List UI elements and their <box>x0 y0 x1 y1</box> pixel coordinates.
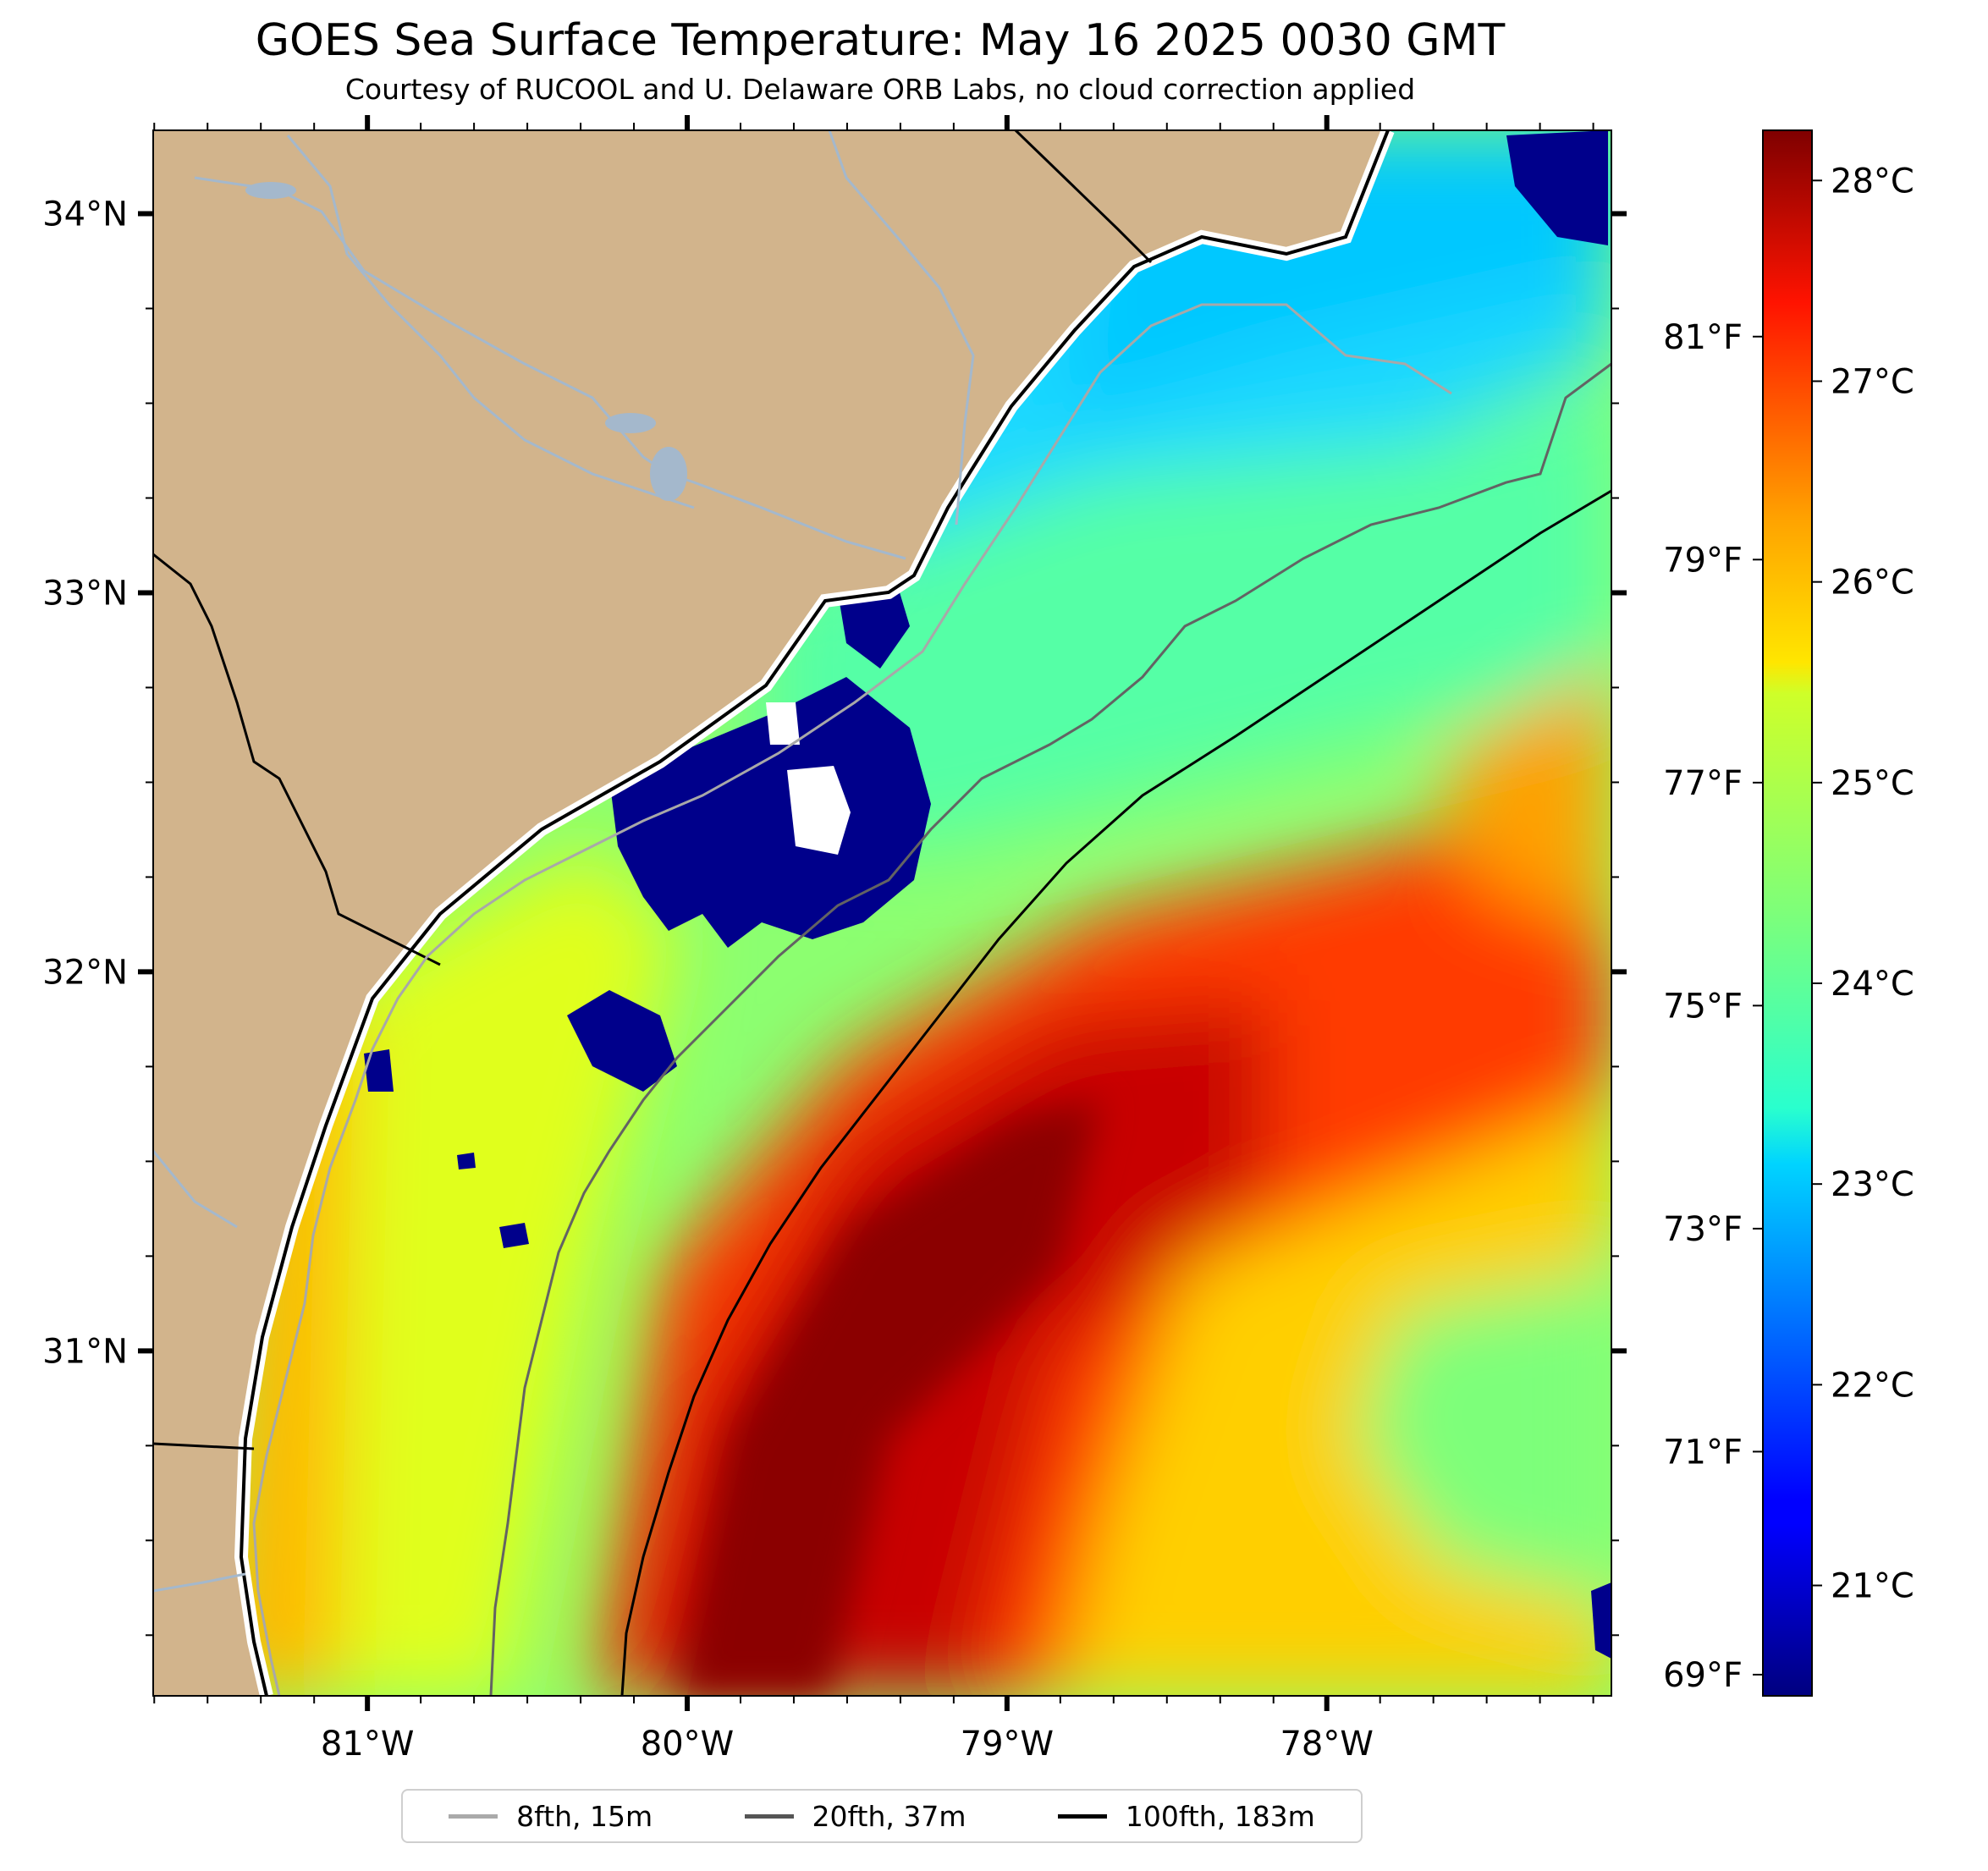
lat-tick-label: 32°N <box>42 953 128 992</box>
map-title: GOES Sea Surface Temperature: May 16 202… <box>255 15 1506 66</box>
longitude-ticks: 81°W 80°W 79°W 78°W <box>153 115 1594 1764</box>
isobath-20fth <box>489 362 1611 1696</box>
map-frame <box>152 129 1612 1697</box>
legend-label-8fth: 8fth, 15m <box>516 1799 653 1833</box>
legend-item-8fth: 8fth, 15m <box>449 1800 653 1833</box>
fahrenheit-ticks: 69°F 71°F 73°F 75°F 77°F 79°F 81°F <box>1663 318 1763 1695</box>
celsius-tick-label: 24°C <box>1831 965 1914 1004</box>
map-plot-area <box>153 130 1611 1696</box>
state-borders <box>153 130 1153 1450</box>
legend-item-100fth: 100fth, 183m <box>1057 1799 1315 1833</box>
coastline <box>239 130 1390 1696</box>
legend-item-20fth: 20fth, 37m <box>744 1799 966 1833</box>
fahrenheit-tick-label: 73°F <box>1663 1210 1743 1249</box>
land-mass <box>153 130 1388 1696</box>
legend-label-20fth: 20fth, 37m <box>812 1799 966 1833</box>
rivers <box>153 130 975 1593</box>
celsius-tick-label: 27°C <box>1831 362 1914 401</box>
isobath-legend: 8fth, 15m 20fth, 37m 100fth, 183m <box>401 1789 1363 1843</box>
legend-label-100fth: 100fth, 183m <box>1125 1799 1315 1833</box>
isobath-8fth <box>252 303 1452 1696</box>
legend-swatch-8fth <box>449 1813 498 1819</box>
lon-tick-label: 81°W <box>321 1725 414 1764</box>
lon-tick-label: 78°W <box>1280 1725 1373 1764</box>
celsius-tick-label: 26°C <box>1831 564 1914 603</box>
map-subtitle: Courtesy of RUCOOL and U. Delaware ORB L… <box>344 73 1416 106</box>
lat-tick-label: 33°N <box>42 574 128 613</box>
fahrenheit-tick-label: 75°F <box>1663 987 1743 1026</box>
fahrenheit-tick-label: 69°F <box>1663 1656 1743 1695</box>
celsius-tick-label: 23°C <box>1831 1165 1914 1204</box>
nodata-patches <box>766 702 851 855</box>
celsius-tick-label: 22°C <box>1831 1366 1914 1405</box>
lon-tick-label: 80°W <box>641 1725 734 1764</box>
lat-tick-label: 34°N <box>42 195 128 234</box>
legend-swatch-100fth <box>1057 1813 1107 1819</box>
lakes <box>245 182 687 501</box>
celsius-tick-label: 25°C <box>1831 764 1914 803</box>
fahrenheit-tick-label: 77°F <box>1663 764 1743 803</box>
lon-tick-label: 79°W <box>961 1725 1054 1764</box>
fahrenheit-tick-label: 81°F <box>1663 318 1743 357</box>
legend-swatch-20fth <box>744 1813 794 1819</box>
isobath-100fth <box>620 489 1611 1696</box>
celsius-tick-label: 28°C <box>1831 162 1914 201</box>
fahrenheit-tick-label: 71°F <box>1663 1433 1743 1472</box>
latitude-ticks: 34°N 33°N 32°N 31°N <box>42 195 1627 1637</box>
celsius-tick-label: 21°C <box>1831 1567 1914 1606</box>
cloud-mask-patches <box>364 130 1611 1659</box>
celsius-ticks: 21°C 22°C 23°C 24°C 25°C 26°C 27°C 28°C <box>1812 162 1914 1606</box>
fahrenheit-tick-label: 79°F <box>1663 541 1743 580</box>
lat-tick-label: 31°N <box>42 1332 128 1371</box>
colorbar <box>1762 129 1813 1697</box>
